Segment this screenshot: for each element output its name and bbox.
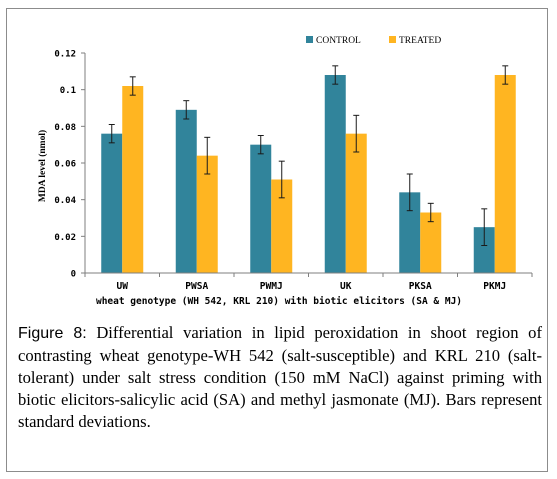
bar-chart: 0 0.02 0.04 0.06 0.08 0.1 0.12 UW PWSA PWMJ UK PKS… [37,36,533,307]
y-tick-label: 0.1 [60,86,76,96]
bar-treated-uw [122,86,144,273]
y-tick-label: 0.06 [54,160,76,170]
y-axis-ticks: 0 0.02 0.04 0.06 0.08 0.1 0.12 [54,50,85,280]
x-tick-label: UK [340,281,352,292]
error-bar [406,173,413,212]
x-tick-label: PKMJ [483,281,506,292]
figure-frame [6,8,548,472]
y-tick-label: 0.08 [54,123,76,133]
y-tick-label: 0.02 [54,233,76,243]
error-bar [204,136,211,175]
error-bar [353,114,360,153]
error-bar [183,100,190,120]
bar-treated-uk [345,133,367,273]
bar-control-pkmj [473,227,495,273]
x-tick-label: PKSA [409,281,432,292]
x-tick-label: UW [117,281,129,292]
bar-control-uw [101,133,123,273]
bar-control-pwmj [250,144,272,273]
legend-label-control: CONTROL [316,36,361,46]
error-bar [502,65,509,85]
bar-treated-pksa [420,212,442,273]
caption-lead: Figure 8: [18,325,87,342]
error-bar [332,65,339,85]
error-bar [481,208,488,246]
error-bar [108,124,115,144]
x-tick-label: PWMJ [260,281,283,292]
y-tick-label: 0 [71,270,76,280]
error-bar [278,160,285,199]
figure-caption: Figure 8: Differential variation in lipi… [18,322,542,433]
legend-swatch-treated [389,36,396,43]
x-axis-label: wheat genotype (WH 542, KRL 210) with bi… [96,296,462,307]
y-axis-label: MDA level (nmol) [37,130,48,202]
error-bar [427,202,434,223]
y-tick-label: 0.12 [54,50,76,60]
bar-control-pwsa [175,109,197,273]
x-tick-label: PWSA [185,281,208,292]
error-bar [129,76,136,96]
bar-treated-pwmj [271,179,293,273]
error-bar [257,135,264,155]
y-tick-label: 0.04 [54,196,76,206]
legend: CONTROL TREATED [306,36,441,46]
bar-treated-pkmj [494,75,516,273]
bar-control-pksa [399,192,421,273]
legend-swatch-control [306,36,313,43]
bars [101,65,516,273]
x-axis-ticks: UW PWSA PWMJ UK PKSA PKMJ [84,273,533,292]
bar-control-uk [324,75,346,273]
legend-label-treated: TREATED [399,36,441,46]
caption-text: Differential variation in lipid peroxida… [18,323,542,431]
bar-treated-pwsa [196,155,218,273]
